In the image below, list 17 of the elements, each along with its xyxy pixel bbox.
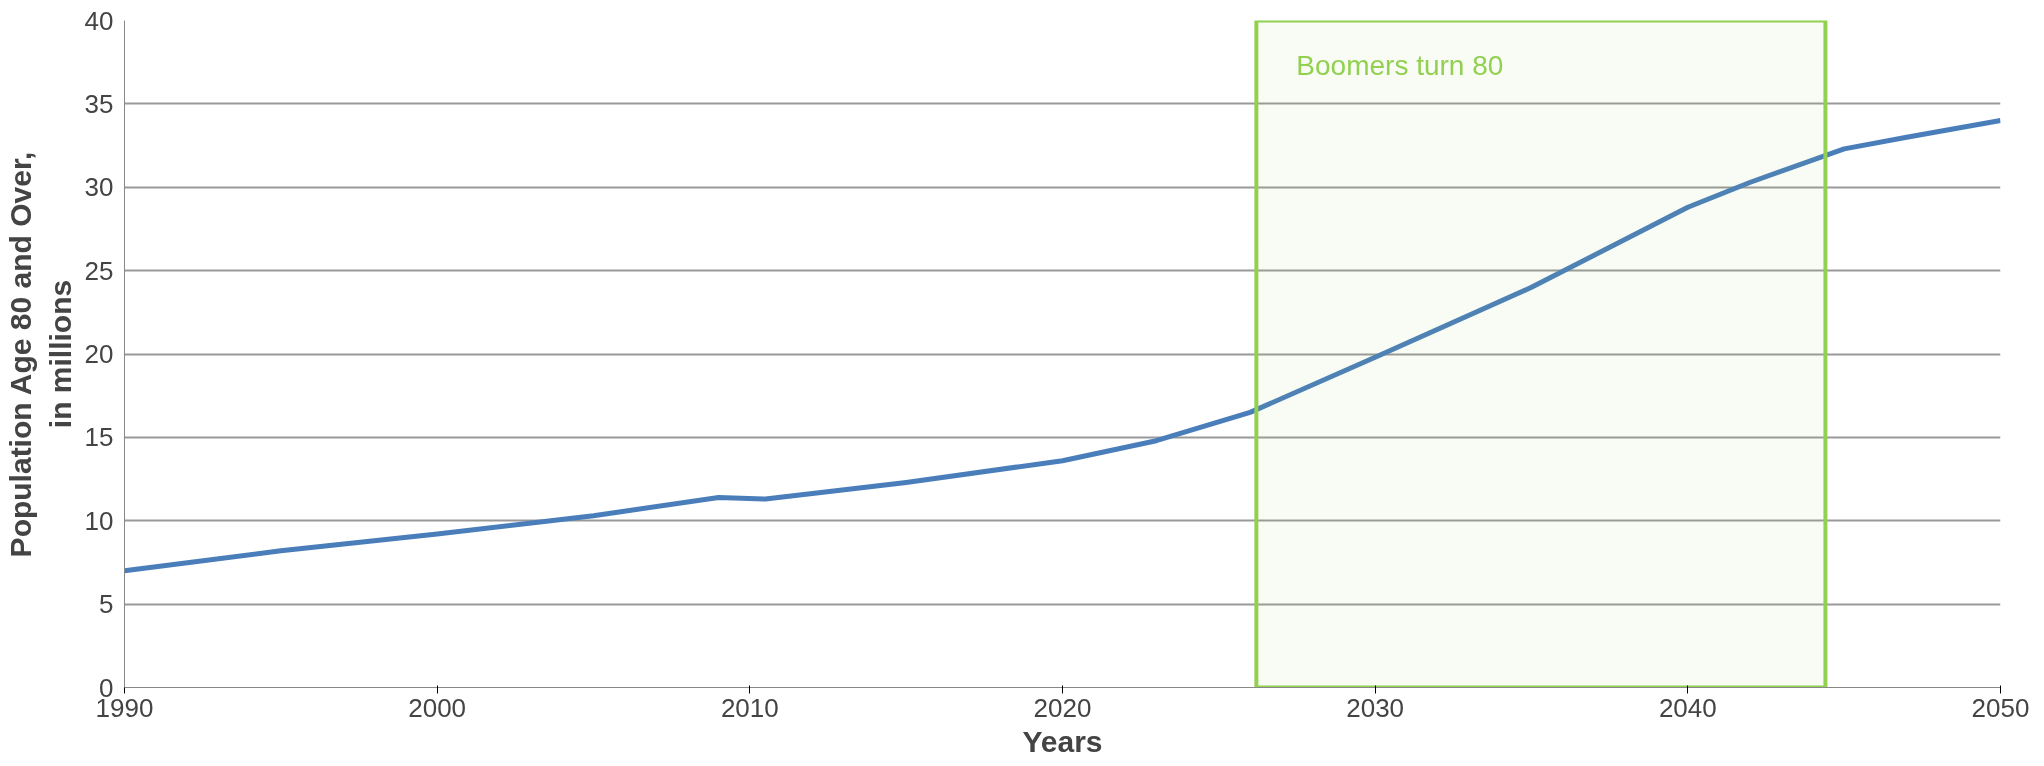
x-tick-label: 2020 [1033, 692, 1092, 723]
y-tick-label: 15 [84, 422, 114, 453]
y-axis-title: Population Age 80 and Over, in millions [3, 151, 77, 558]
x-axis-title: Years [1022, 724, 1103, 758]
y-tick-label: 40 [84, 5, 114, 36]
y-tick-label: 20 [84, 339, 114, 369]
x-tick-label: 2040 [1658, 692, 1717, 723]
x-tick-label: 2000 [408, 692, 467, 723]
band-label: Boomers turn 80 [1296, 49, 1504, 81]
y-tick-label: 25 [84, 255, 114, 286]
x-tick-label: 2030 [1346, 692, 1405, 723]
y-tick-label: 35 [84, 88, 114, 119]
y-tick-label: 30 [84, 172, 114, 203]
x-tick-label: 2050 [1971, 692, 2030, 723]
y-tick-label: 10 [84, 505, 114, 536]
y-tick-label: 5 [99, 589, 114, 620]
x-tick-label: 2010 [720, 692, 779, 723]
